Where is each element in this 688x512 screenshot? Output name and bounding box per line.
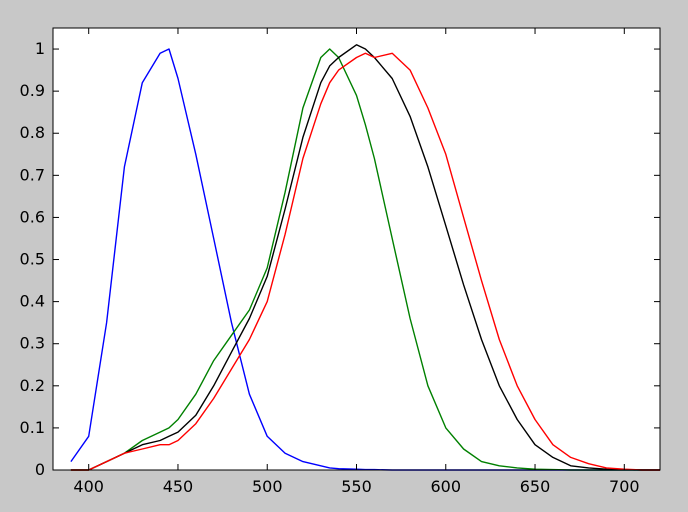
x-tick-label: 450 xyxy=(163,477,194,496)
series-line-3 xyxy=(70,44,660,471)
y-tick-label: 0.7 xyxy=(20,165,45,184)
x-tick-label: 550 xyxy=(341,477,372,496)
y-tick-label: 1 xyxy=(35,39,45,58)
y-tick-label: 0.3 xyxy=(20,334,45,353)
x-tick-label: 600 xyxy=(430,477,461,496)
plot-frame xyxy=(52,27,661,471)
y-tick-label: 0.1 xyxy=(20,418,45,437)
y-tick-label: 0 xyxy=(35,460,45,479)
y-tick-label: 0.2 xyxy=(20,376,45,395)
y-tick-label: 0.9 xyxy=(20,81,45,100)
series-line-4 xyxy=(70,52,660,471)
x-tick-label: 650 xyxy=(520,477,551,496)
x-tick-label: 400 xyxy=(73,477,104,496)
y-tick-label: 0.5 xyxy=(20,250,45,269)
y-tick-label: 0.8 xyxy=(20,123,45,142)
x-tick-label: 500 xyxy=(252,477,283,496)
plot-area xyxy=(53,28,660,470)
x-tick-label: 700 xyxy=(609,477,640,496)
y-tick-label: 0.4 xyxy=(20,292,45,311)
y-tick-label: 0.6 xyxy=(20,207,45,226)
labels-layer: 400 450 500 550 600 650 700 0 0.1 0.2 0.3 0.4 0.5 0.6… xyxy=(20,39,640,496)
